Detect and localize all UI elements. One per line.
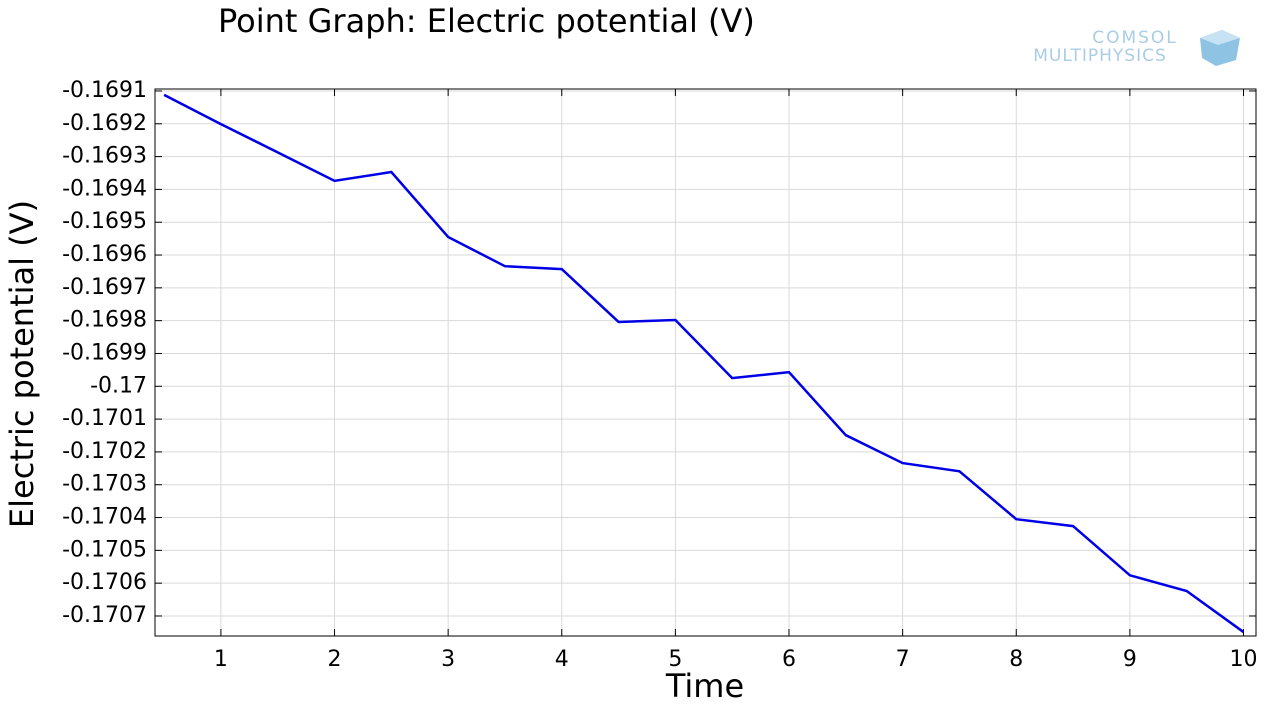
y-tick-label: -0.17 (90, 373, 147, 398)
y-axis-label: Electric potential (V) (3, 200, 41, 528)
x-axis-label: Time (665, 667, 744, 705)
plot-frame (154, 88, 1257, 637)
y-tick-label: -0.1702 (62, 439, 147, 464)
y-tick-label: -0.1704 (62, 505, 147, 530)
y-tick-label: -0.1699 (62, 340, 147, 365)
y-tick-label: -0.1695 (62, 209, 147, 234)
logo-text: MULTIPHYSICS (1033, 46, 1167, 66)
x-tick-label: 5 (668, 647, 682, 672)
y-tick-label: -0.1694 (62, 176, 147, 201)
x-tick-label: 1 (214, 647, 228, 672)
x-tick-label: 3 (441, 647, 455, 672)
y-tick-label: -0.1691 (62, 78, 147, 103)
logo-text: COMSOL (1092, 28, 1178, 48)
y-tick-label: -0.1692 (62, 111, 147, 136)
y-tick-label: -0.1706 (62, 570, 147, 595)
y-tick-label: -0.1701 (62, 406, 147, 431)
x-tick-label: 9 (1123, 647, 1137, 672)
x-tick-label: 8 (1009, 647, 1023, 672)
y-tick-label: -0.1703 (62, 472, 147, 497)
logo-cube-top (1200, 30, 1240, 45)
data-line (163, 93, 1245, 634)
y-tick-label: -0.1698 (62, 308, 147, 333)
x-tick-label: 10 (1230, 647, 1258, 672)
x-tick-label: 2 (328, 647, 342, 672)
y-tick-label: -0.1705 (62, 537, 147, 562)
x-tick-label: 6 (782, 647, 796, 672)
x-tick-label: 4 (555, 647, 569, 672)
chart-title: Point Graph: Electric potential (V) (218, 2, 755, 40)
x-tick-label: 7 (896, 647, 910, 672)
y-tick-label: -0.1707 (62, 603, 147, 628)
y-tick-label: -0.1696 (62, 242, 147, 267)
y-tick-label: -0.1693 (62, 144, 147, 169)
y-tick-label: -0.1697 (62, 275, 147, 300)
logo-cube (1200, 30, 1240, 66)
